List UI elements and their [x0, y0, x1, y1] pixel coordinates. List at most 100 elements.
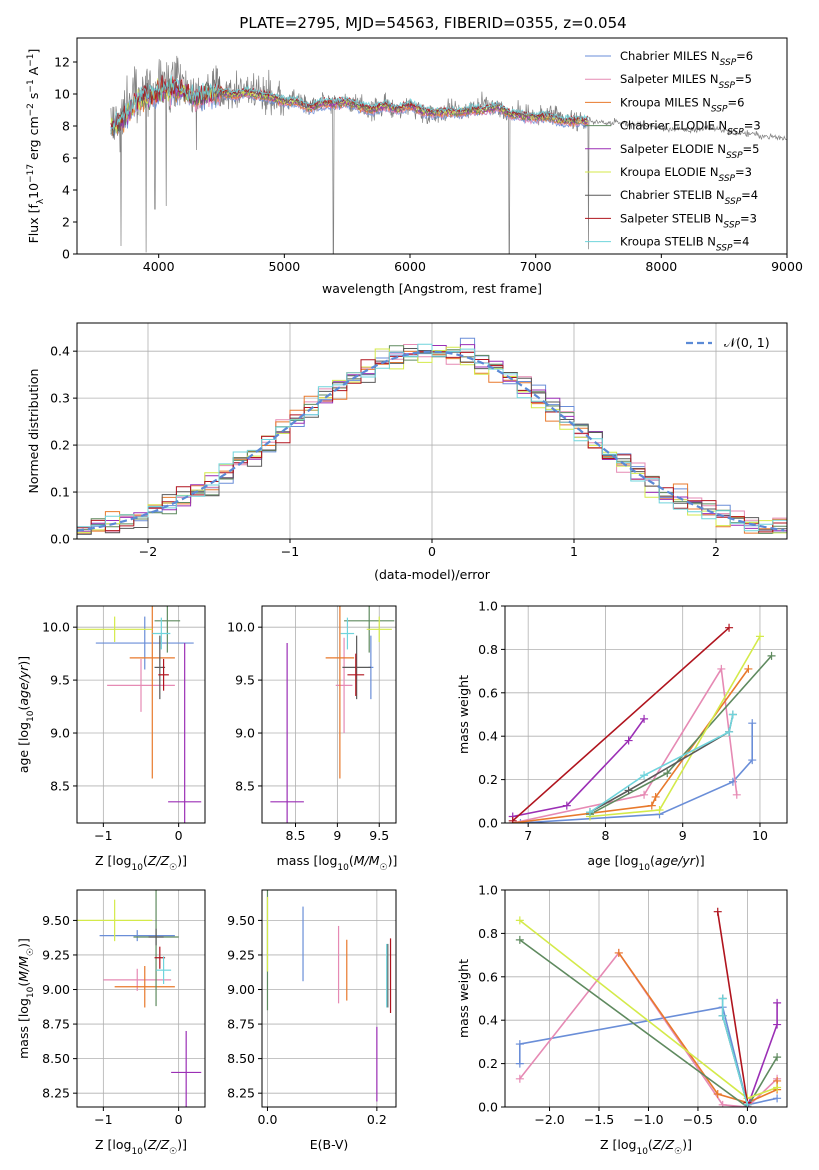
label-part: ( [650, 853, 655, 868]
y-tick-label: 0.6 [478, 969, 498, 984]
label-part: SSP [727, 128, 744, 138]
mass-weight-marker [773, 1094, 782, 1103]
mass-weight-marker [718, 994, 727, 1003]
errorbar-point-5 [366, 616, 392, 642]
mass-weight-marker [515, 935, 524, 944]
x-tick-label: 9 [333, 828, 341, 843]
x-axis-label: wavelength [Angstrom, rest frame] [322, 281, 542, 296]
mass-weight-marker [624, 786, 633, 795]
errorbar-point-8 [152, 617, 171, 650]
label-part: 10 [636, 1147, 648, 1157]
x-tick-label: −0.5 [683, 1112, 713, 1127]
mass-weight-marker [725, 727, 734, 736]
label-part: Z [log [95, 853, 131, 868]
label-part: 10 [26, 183, 41, 199]
plot-area-mass-vs-ebv [266, 890, 392, 1102]
y-tick-label: 8.5 [50, 778, 70, 793]
mass-weight-marker [640, 714, 649, 723]
mass-weight-line-8 [589, 714, 734, 813]
axes-frame [504, 605, 788, 824]
x-tick-label: 8000 [645, 259, 677, 274]
y-tick-label: 6 [62, 151, 70, 166]
axes-frame [261, 605, 397, 824]
x-axis-label: mass [log10(M/M☉)] [277, 853, 398, 873]
plot-area-age-vs-z [77, 606, 202, 823]
errorbar-point-6 [148, 928, 164, 946]
x-tick-label: −1 [281, 544, 299, 559]
y-tick-label: 8.75 [42, 1017, 70, 1032]
x-tick-label: 10 [752, 828, 768, 843]
mass-weight-marker [718, 1011, 727, 1020]
x-tick-label: 4000 [143, 259, 175, 274]
y-tick-label: 1.0 [478, 883, 498, 898]
errorbar-point-8 [340, 617, 355, 650]
label-part: Salpeter STELIB N [620, 211, 723, 225]
mass-weight-line-2 [512, 668, 750, 823]
label-part: Z/Z [147, 1137, 170, 1152]
model-spectrum-7 [110, 75, 589, 131]
label-part: ( [349, 853, 354, 868]
x-tick-label: 7 [524, 828, 532, 843]
y-tick-label: 9.0 [235, 726, 255, 741]
label-part: SSP [726, 151, 743, 161]
mass-weight-marker [640, 790, 649, 799]
mass-weight-line-3 [519, 939, 778, 1107]
legend-label: Chabrier STELIB NSSP=4 [620, 188, 758, 207]
label-part: age [log [16, 722, 31, 773]
label-part: Z/Z [652, 1137, 675, 1152]
x-axis-label: E(B-V) [310, 1137, 349, 1152]
histogram-8 [77, 343, 787, 532]
model-spectrum-8 [110, 74, 589, 133]
label-part: Flux [f [26, 204, 41, 244]
panel-massweight-vs-age: 7 8 9 10 0.0 0.2 0.4 0.6 0.8 1.0 mass weight age [l… [456, 599, 788, 873]
x-tick-label: 8.5 [286, 828, 306, 843]
mass-weight-marker [725, 623, 734, 632]
y-tick-label: 9.5 [50, 673, 70, 688]
y-tick-label: 0 [62, 247, 70, 262]
y-axis-label: age [log10(age/yr)] [16, 656, 36, 773]
label-part: 10 [337, 863, 349, 873]
label-part: Z/Z [147, 853, 170, 868]
errorbar-point-0 [99, 930, 175, 942]
label-part: 10 [26, 710, 36, 722]
y-tick-label: 0.0 [478, 1100, 498, 1115]
label-part: −17 [26, 164, 36, 183]
label-part: SSP [723, 220, 740, 230]
label-part: =5 [743, 142, 760, 156]
y-tick-label: 1.0 [478, 599, 498, 614]
label-part: M/M [16, 956, 31, 982]
label-part: ( [143, 1137, 148, 1152]
label-part: Kroupa ELODIE N [620, 165, 718, 179]
mass-weight-marker [718, 1100, 727, 1107]
x-tick-label: 8 [601, 828, 609, 843]
label-part: ( [648, 1137, 653, 1152]
y-tick-label: 0.1 [50, 485, 70, 500]
label-part: )] [388, 853, 398, 868]
legend-label: 𝒩(0, 1) [724, 335, 770, 350]
label-part: A [26, 66, 41, 79]
axes-frame [76, 37, 788, 255]
mass-weight-line-4 [512, 718, 645, 818]
label-part: ☉ [26, 948, 36, 956]
x-tick-label: 9000 [771, 259, 803, 274]
y-tick-label: 10.0 [42, 620, 70, 635]
y-tick-label: 10 [54, 87, 70, 102]
label-part: )] [177, 853, 187, 868]
axes-frame [261, 889, 397, 1108]
x-tick-label: 0.2 [367, 1112, 387, 1127]
label-part: Salpeter ELODIE N [620, 142, 726, 156]
y-tick-label: 8.5 [235, 778, 255, 793]
mass-weight-marker [651, 792, 660, 801]
x-tick-label: −1 [94, 828, 112, 843]
x-tick-label: 6000 [394, 259, 426, 274]
mass-weight-marker [562, 801, 571, 810]
panel-mass-vs-z: −1 08.258.508.759.009.259.50Z [log10(Z/Z☉… [16, 889, 206, 1157]
mass-weight-marker [647, 801, 656, 810]
label-part: mass [log [16, 998, 31, 1059]
errorbar-point-3 [154, 606, 181, 653]
y-tick-label: 4 [62, 183, 70, 198]
label-part: )] [177, 1137, 187, 1152]
